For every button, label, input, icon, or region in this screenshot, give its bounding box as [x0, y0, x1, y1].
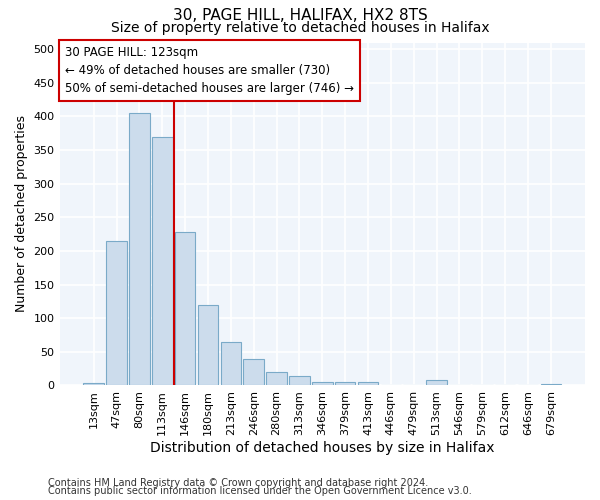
- Bar: [449, 385, 470, 386]
- Bar: [106, 241, 127, 386]
- Bar: [83, 384, 104, 386]
- Bar: [358, 382, 378, 386]
- Text: Contains public sector information licensed under the Open Government Licence v3: Contains public sector information licen…: [48, 486, 472, 496]
- Bar: [426, 380, 447, 386]
- Bar: [198, 305, 218, 386]
- Bar: [312, 382, 332, 386]
- Bar: [335, 382, 355, 386]
- Y-axis label: Number of detached properties: Number of detached properties: [15, 116, 28, 312]
- Bar: [129, 113, 150, 386]
- Bar: [244, 359, 264, 386]
- Bar: [403, 385, 424, 386]
- Bar: [541, 384, 561, 386]
- Text: 30 PAGE HILL: 123sqm
← 49% of detached houses are smaller (730)
50% of semi-deta: 30 PAGE HILL: 123sqm ← 49% of detached h…: [65, 46, 354, 95]
- Text: Size of property relative to detached houses in Halifax: Size of property relative to detached ho…: [110, 21, 490, 35]
- Bar: [221, 342, 241, 386]
- Bar: [175, 232, 196, 386]
- Text: 30, PAGE HILL, HALIFAX, HX2 8TS: 30, PAGE HILL, HALIFAX, HX2 8TS: [173, 8, 427, 22]
- Bar: [289, 376, 310, 386]
- Bar: [380, 385, 401, 386]
- Bar: [266, 372, 287, 386]
- Text: Contains HM Land Registry data © Crown copyright and database right 2024.: Contains HM Land Registry data © Crown c…: [48, 478, 428, 488]
- Bar: [152, 136, 173, 386]
- X-axis label: Distribution of detached houses by size in Halifax: Distribution of detached houses by size …: [150, 441, 494, 455]
